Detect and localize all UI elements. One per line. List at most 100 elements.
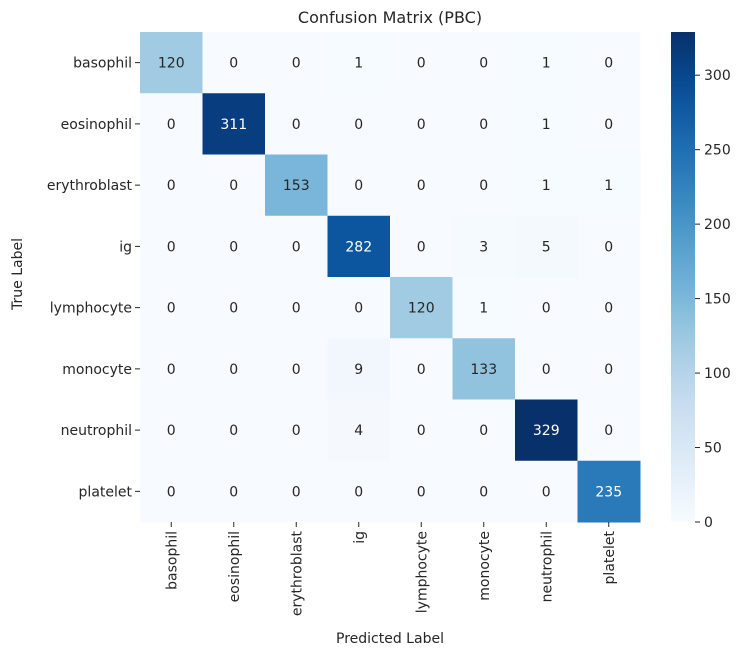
heatmap-cell (327, 154, 391, 217)
cell-value-label: 0 (167, 239, 176, 255)
cell-value-label: 0 (479, 423, 488, 439)
heatmap-cell (327, 32, 391, 94)
heatmap-cell (265, 460, 328, 523)
heatmap-cell (202, 215, 266, 278)
heatmap-cell (577, 215, 641, 278)
cell-value-label: 0 (604, 423, 613, 439)
cell-value-label: 0 (479, 484, 488, 500)
heatmap-cell (515, 338, 578, 400)
cell-value-label: 120 (158, 56, 185, 72)
cell-value-label: 0 (479, 178, 488, 194)
cell-value-label: 329 (533, 423, 560, 439)
cell-value-label: 0 (167, 423, 176, 439)
chart-title: Confusion Matrix (PBC) (298, 8, 482, 27)
heatmap-cell (390, 460, 453, 523)
heatmap-cell (452, 277, 516, 339)
heatmap-cell (390, 338, 453, 400)
x-tick-label: lymphocyte (414, 531, 430, 613)
heatmap-cell (515, 154, 578, 217)
heatmap-cell (452, 93, 516, 155)
heatmap-cell (327, 277, 391, 339)
heatmap-cell (390, 399, 453, 462)
heatmap-cell (202, 154, 266, 217)
cell-value-label: 1 (542, 117, 551, 133)
cell-value-label: 0 (229, 56, 238, 72)
heatmap-cell (577, 277, 641, 339)
heatmap-cell (327, 215, 391, 278)
heatmap-cell (202, 32, 266, 94)
cell-value-label: 0 (604, 301, 613, 317)
heatmap-cell (265, 338, 328, 400)
heatmap-cell (140, 32, 203, 94)
cell-value-label: 5 (542, 239, 551, 255)
cell-value-label: 0 (542, 301, 551, 317)
heatmap-cell (515, 93, 578, 155)
cell-value-label: 0 (292, 56, 301, 72)
cell-value-label: 311 (220, 117, 247, 133)
heatmap-cell (265, 32, 328, 94)
heatmap-cell (265, 399, 328, 462)
cell-value-label: 0 (167, 178, 176, 194)
cell-value-label: 0 (167, 301, 176, 317)
cell-value-label: 9 (354, 362, 363, 378)
cell-value-label: 0 (417, 484, 426, 500)
x-tick-label: ig (352, 531, 368, 544)
cell-value-label: 153 (283, 178, 310, 194)
cell-value-label: 0 (479, 56, 488, 72)
heatmap-cell (452, 32, 516, 94)
cell-value-label: 0 (292, 423, 301, 439)
cell-value-label: 1 (604, 178, 613, 194)
heatmap-cell (327, 399, 391, 462)
heatmap-cell (390, 154, 453, 217)
cell-value-label: 0 (229, 484, 238, 500)
colorbar: 0 50 100 150 200 250 300 (671, 32, 731, 531)
colorbar-tick-label: 150 (704, 292, 731, 308)
heatmap-cell (515, 215, 578, 278)
cell-value-label: 0 (292, 362, 301, 378)
cell-value-label: 0 (292, 484, 301, 500)
cell-value-label: 0 (417, 117, 426, 133)
cell-value-label: 0 (229, 301, 238, 317)
cell-value-label: 0 (417, 56, 426, 72)
heatmap-cell (577, 399, 641, 462)
cell-value-label: 133 (470, 362, 497, 378)
heatmap-cell (390, 277, 453, 339)
cell-value-label: 0 (604, 239, 613, 255)
y-tick-label: erythroblast (47, 178, 133, 194)
heatmap-cell (452, 338, 516, 400)
heatmap-cell (140, 154, 203, 217)
heatmap-cell (577, 460, 641, 523)
heatmap-cell (577, 93, 641, 155)
heatmap-cell (327, 93, 391, 155)
x-tick-label: erythroblast (289, 530, 305, 616)
cell-value-label: 0 (229, 239, 238, 255)
cell-value-label: 0 (354, 178, 363, 194)
heatmap-cell (265, 154, 328, 217)
heatmap-cell (327, 460, 391, 523)
cell-value-label: 0 (479, 117, 488, 133)
cell-value-label: 282 (345, 239, 372, 255)
heatmap-cell (452, 154, 516, 217)
y-tick-label: eosinophil (61, 117, 132, 133)
x-tick-label: platelet (602, 530, 618, 584)
heatmap-cell (202, 93, 266, 155)
cell-value-label: 1 (542, 178, 551, 194)
cell-value-label: 0 (542, 484, 551, 500)
cell-value-label: 1 (542, 56, 551, 72)
y-tick-label: neutrophil (61, 423, 132, 439)
colorbar-tick-label: 100 (704, 366, 731, 382)
cell-value-label: 0 (417, 362, 426, 378)
heatmap-cell (577, 32, 641, 94)
x-axis-label: Predicted Label (336, 631, 444, 647)
heatmap-cell (202, 460, 266, 523)
cell-value-label: 4 (354, 423, 363, 439)
heatmap-cell (202, 277, 266, 339)
cell-value-label: 235 (595, 484, 622, 500)
y-axis-label: True Label (10, 238, 26, 311)
heatmap-cell (390, 215, 453, 278)
cell-value-label: 0 (229, 423, 238, 439)
cell-value-label: 120 (408, 301, 435, 317)
cell-value-label: 0 (167, 362, 176, 378)
cell-value-label: 0 (417, 239, 426, 255)
